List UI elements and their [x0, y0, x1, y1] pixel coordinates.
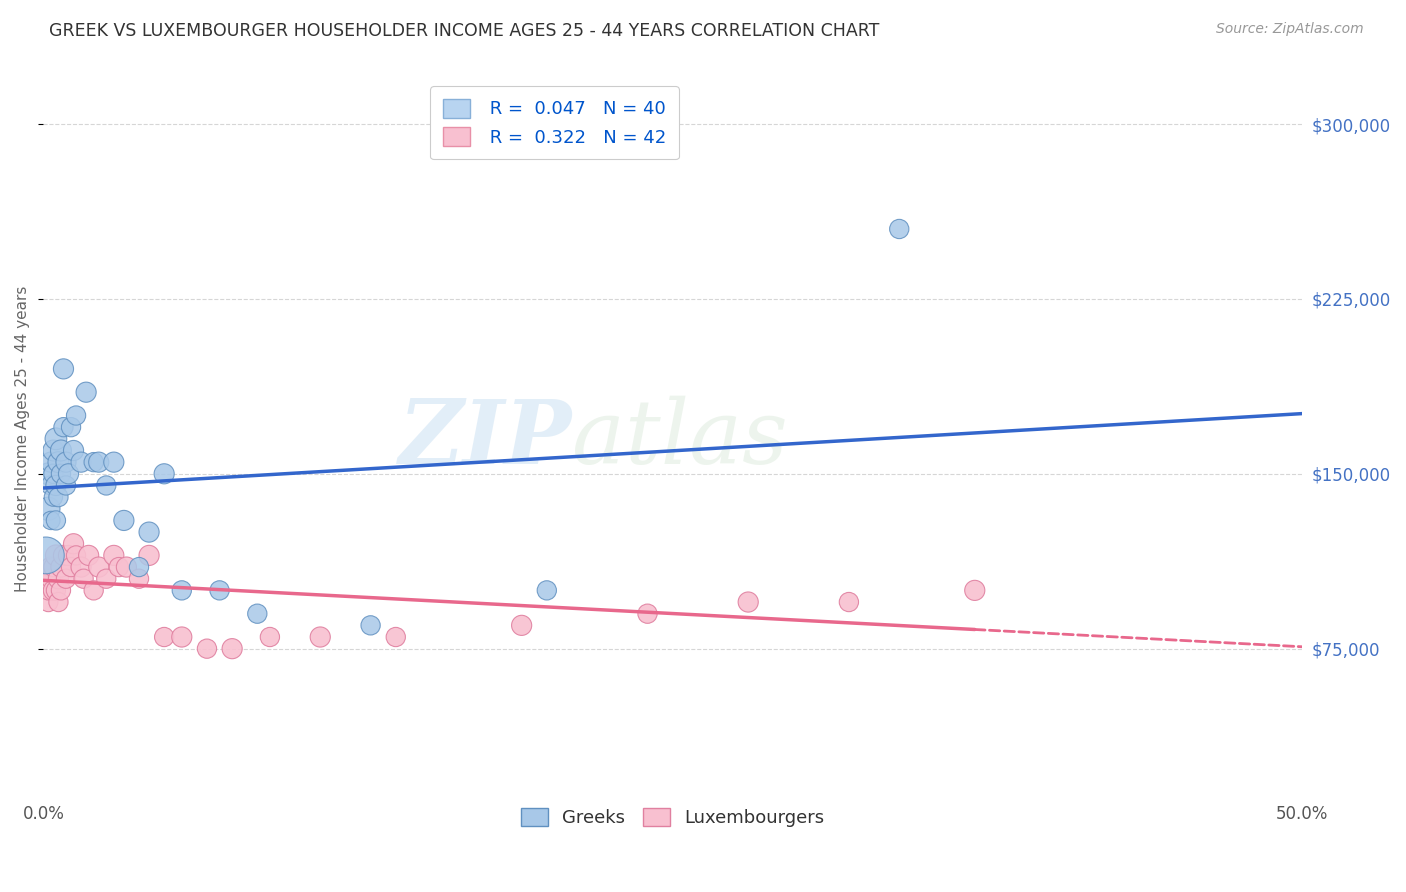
Point: [42, 467, 65, 481]
Point: [37, 501, 59, 516]
Point: [52, 362, 75, 376]
Point: [138, 525, 160, 540]
Point: [83, 455, 105, 469]
Point: [87, 560, 110, 574]
Point: [309, 630, 332, 644]
Point: [360, 618, 382, 632]
Point: [49, 443, 72, 458]
Point: [103, 549, 125, 563]
Text: Source: ZipAtlas.com: Source: ZipAtlas.com: [1216, 22, 1364, 37]
Point: [48, 490, 70, 504]
Point: [60, 420, 83, 434]
Point: [108, 560, 131, 574]
Point: [65, 549, 87, 563]
Point: [838, 595, 860, 609]
Point: [39, 560, 62, 574]
Point: [75, 385, 97, 400]
Point: [45, 583, 67, 598]
Point: [45, 478, 67, 492]
Point: [153, 630, 176, 644]
Point: [170, 583, 193, 598]
Text: GREEK VS LUXEMBOURGER HOUSEHOLDER INCOME AGES 25 - 44 YEARS CORRELATION CHART: GREEK VS LUXEMBOURGER HOUSEHOLDER INCOME…: [49, 22, 880, 40]
Point: [39, 513, 62, 527]
Point: [103, 455, 125, 469]
Point: [128, 572, 150, 586]
Point: [963, 583, 986, 598]
Y-axis label: Householder Income Ages 25 - 44 years: Householder Income Ages 25 - 44 years: [15, 285, 30, 592]
Point: [49, 467, 72, 481]
Point: [208, 583, 231, 598]
Point: [42, 560, 65, 574]
Point: [195, 641, 218, 656]
Point: [83, 583, 105, 598]
Point: [45, 432, 67, 446]
Point: [55, 572, 77, 586]
Point: [37, 467, 59, 481]
Point: [737, 595, 759, 609]
Point: [58, 467, 80, 481]
Point: [45, 513, 67, 527]
Point: [246, 607, 269, 621]
Point: [39, 478, 62, 492]
Point: [259, 630, 281, 644]
Point: [637, 607, 659, 621]
Point: [52, 549, 75, 563]
Point: [77, 549, 100, 563]
Point: [49, 560, 72, 574]
Point: [70, 560, 93, 574]
Point: [35, 549, 58, 563]
Point: [39, 455, 62, 469]
Point: [889, 222, 911, 236]
Point: [48, 595, 70, 609]
Point: [536, 583, 558, 598]
Point: [42, 490, 65, 504]
Point: [55, 455, 77, 469]
Point: [42, 443, 65, 458]
Point: [37, 583, 59, 598]
Point: [42, 583, 65, 598]
Point: [49, 583, 72, 598]
Point: [55, 478, 77, 492]
Point: [170, 630, 193, 644]
Point: [70, 455, 93, 469]
Text: ZIP: ZIP: [399, 395, 572, 482]
Point: [48, 455, 70, 469]
Point: [62, 443, 84, 458]
Point: [48, 572, 70, 586]
Point: [37, 595, 59, 609]
Text: atlas: atlas: [572, 395, 787, 483]
Point: [52, 420, 75, 434]
Point: [45, 549, 67, 563]
Point: [115, 560, 138, 574]
Legend: Greeks, Luxembourgers: Greeks, Luxembourgers: [513, 801, 832, 835]
Point: [58, 549, 80, 563]
Point: [96, 478, 118, 492]
Point: [60, 560, 83, 574]
Point: [153, 467, 176, 481]
Point: [96, 572, 118, 586]
Point: [62, 537, 84, 551]
Point: [128, 560, 150, 574]
Point: [112, 513, 135, 527]
Point: [221, 641, 243, 656]
Point: [87, 455, 110, 469]
Point: [72, 572, 94, 586]
Point: [65, 409, 87, 423]
Point: [510, 618, 533, 632]
Point: [39, 572, 62, 586]
Point: [138, 549, 160, 563]
Point: [35, 572, 58, 586]
Point: [384, 630, 406, 644]
